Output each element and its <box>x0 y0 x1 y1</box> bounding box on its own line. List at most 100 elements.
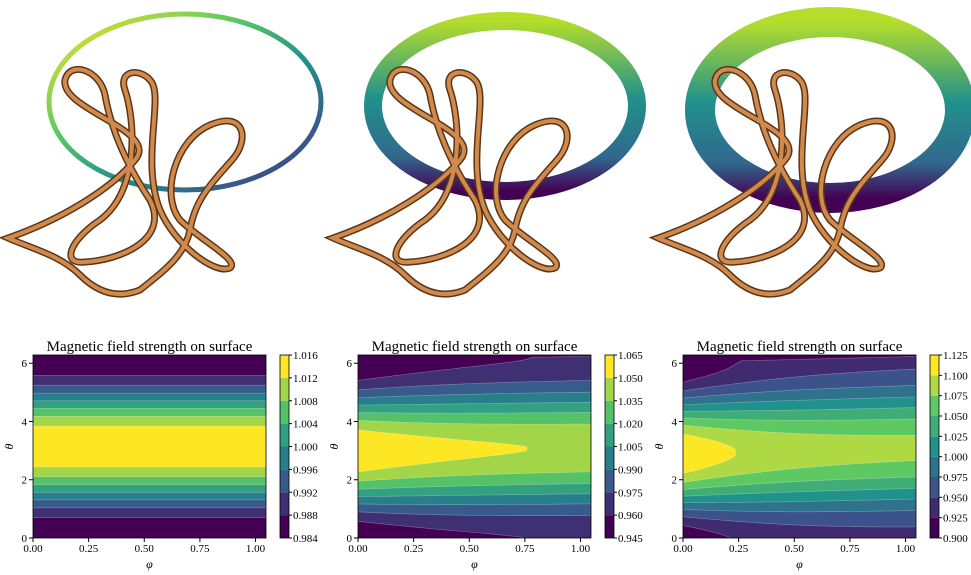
surface <box>46 11 324 193</box>
colorbar-tick-label: 0.975 <box>943 472 968 484</box>
colorbar-segment <box>605 377 614 401</box>
colorbar-segment <box>605 355 614 378</box>
plot-frame <box>682 354 917 539</box>
colorbar-tick-label: 1.035 <box>618 396 643 408</box>
y-tick-label: 6 <box>672 358 678 370</box>
contour-chart: 0.00 0.25 0.50 0.75 1.000 2 4 6 Magnetic field s… <box>652 339 968 571</box>
colorbar-tick-label: 1.000 <box>943 452 968 464</box>
x-axis-label: φ <box>471 557 478 571</box>
colorbar-frame <box>929 354 940 539</box>
colorbar-tick-label: 0.984 <box>293 533 318 545</box>
colorbar-tick-label: 1.075 <box>943 391 968 403</box>
colorbar-segment <box>280 423 289 447</box>
colorbar-tick-label: 1.125 <box>943 350 968 362</box>
x-tick-label: 0.00 <box>23 543 43 555</box>
colorbar-tick-label: 1.020 <box>618 419 643 431</box>
x-axis-label: φ <box>146 557 153 571</box>
x-tick-label: 0.25 <box>404 543 424 555</box>
colorbar-tick-label: 0.945 <box>618 533 643 545</box>
x-tick-label: 0.75 <box>515 543 535 555</box>
x-tick-label: 1.00 <box>571 543 591 555</box>
y-axis-label: θ <box>652 443 666 449</box>
y-tick-label: 0 <box>347 533 353 545</box>
colorbar-segment <box>280 446 289 470</box>
y-tick-label: 0 <box>22 533 28 545</box>
colorbar-tick-label: 1.005 <box>618 442 643 454</box>
colorbar-segment <box>930 477 939 498</box>
colorbar-tick-label: 0.960 <box>618 510 643 522</box>
colorbar-tick-label: 0.950 <box>943 492 968 504</box>
colorbar-segment <box>605 400 614 424</box>
colorbar-segment <box>605 469 614 493</box>
colorbar-segment <box>280 469 289 493</box>
colorbar-tick-label: 0.925 <box>943 513 968 525</box>
colorbar-segment <box>280 400 289 424</box>
x-tick-label: 0.75 <box>840 543 860 555</box>
contour-band <box>358 429 528 473</box>
colorbar-tick-label: 0.975 <box>618 487 643 499</box>
colorbar-tick-label: 1.000 <box>293 442 318 454</box>
chart-title: Magnetic field strength on surface <box>372 339 578 355</box>
contour-area <box>33 355 266 538</box>
x-tick-label: 1.00 <box>246 543 266 555</box>
colorbar-segment <box>930 416 939 437</box>
y-tick-label: 6 <box>347 358 353 370</box>
colorbar-tick-label: 1.012 <box>293 373 318 385</box>
y-tick-label: 4 <box>672 416 678 428</box>
x-tick-label: 0.00 <box>673 543 693 555</box>
x-tick-label: 0.50 <box>135 543 155 555</box>
chart-title: Magnetic field strength on surface <box>47 339 253 355</box>
x-tick-label: 0.50 <box>460 543 480 555</box>
colorbar-tick-label: 1.065 <box>618 350 643 362</box>
chart-title: Magnetic field strength on surface <box>697 339 903 355</box>
colorbar-segment <box>280 515 289 538</box>
contour-band <box>683 433 736 474</box>
contour-area <box>358 355 591 538</box>
colorbar-tick-label: 1.050 <box>943 411 968 423</box>
colorbar-tick-label: 0.992 <box>293 487 318 499</box>
colorbar-tick-label: 1.025 <box>943 431 968 443</box>
y-tick-label: 4 <box>22 416 28 428</box>
x-axis-label: φ <box>796 557 803 571</box>
x-tick-label: 0.50 <box>785 543 805 555</box>
y-tick-label: 2 <box>22 475 28 487</box>
colorbar-segment <box>605 423 614 447</box>
plot-frame <box>357 354 592 539</box>
y-tick-label: 4 <box>347 416 353 428</box>
y-tick-label: 2 <box>672 475 678 487</box>
contour-area <box>683 355 916 538</box>
y-axis-label: θ <box>2 443 16 449</box>
colorbar-tick-label: 0.900 <box>943 533 968 545</box>
colorbar-segment <box>930 355 939 376</box>
colorbar-tick-label: 1.008 <box>293 396 318 408</box>
colorbar-tick-label: 0.990 <box>618 464 643 476</box>
y-tick-label: 0 <box>672 533 678 545</box>
colorbar-segment <box>605 446 614 470</box>
colorbar-tick-label: 1.100 <box>943 370 968 382</box>
y-tick-label: 6 <box>22 358 28 370</box>
coil <box>8 69 242 294</box>
colorbar-segment <box>280 377 289 401</box>
colorbar-segment <box>930 395 939 416</box>
contour-band <box>683 424 916 483</box>
colorbar-segment <box>280 492 289 516</box>
colorbar-segment <box>280 355 289 378</box>
colorbar-tick-label: 0.996 <box>293 464 318 476</box>
colorbar-segment <box>605 492 614 516</box>
colorbar-tick-label: 1.050 <box>618 373 643 385</box>
surface-render-1 <box>8 11 324 294</box>
colorbar-segment <box>930 497 939 518</box>
colorbar-segment <box>930 436 939 457</box>
colorbar-segment <box>605 515 614 538</box>
colorbar-segment <box>930 456 939 477</box>
contour-band <box>33 425 266 468</box>
colorbar-tick-label: 0.988 <box>293 510 318 522</box>
x-tick-label: 0.25 <box>729 543 749 555</box>
surface-render-3 <box>658 7 971 294</box>
colorbar-tick-label: 1.016 <box>293 350 318 362</box>
y-axis-label: θ <box>327 443 341 449</box>
